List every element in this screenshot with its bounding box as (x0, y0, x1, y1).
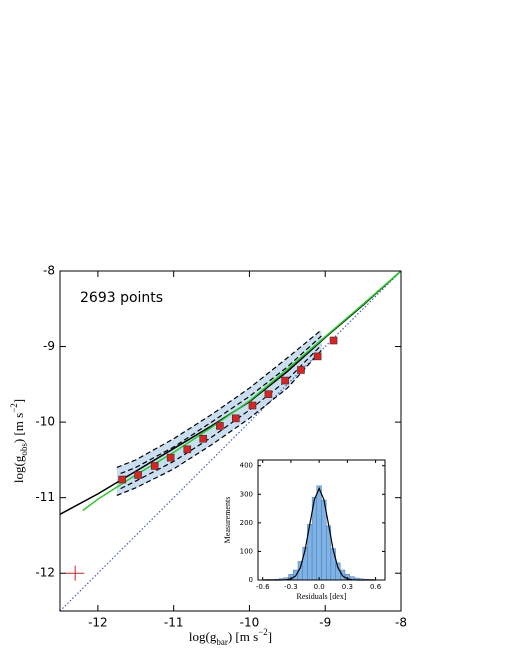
x-tick-label: 0.3 (342, 583, 353, 591)
x-tick-label: -9 (319, 616, 331, 630)
axis-label-part: log(g (11, 455, 26, 483)
annotation: 2693 points (80, 290, 163, 306)
x-tick-label: -10 (240, 616, 260, 630)
axis-label-part: ) [m s (11, 413, 26, 443)
x-tick-label: -12 (88, 616, 108, 630)
binned-point (248, 401, 257, 410)
y-tick-label: 400 (240, 462, 253, 470)
relation-line (120, 344, 322, 490)
axis-label: log(gobs) [m s−2] (9, 399, 29, 483)
histogram-bar (316, 485, 322, 581)
y-tick-label: 0 (249, 576, 253, 584)
plot-frame (59, 270, 402, 612)
axis-label-part: bar (216, 637, 228, 647)
binned-point (264, 390, 273, 398)
axis-label: log(gbar) [m s−2] (189, 627, 272, 647)
relation-line (116, 349, 322, 496)
axis-label: Residuals [dex] (297, 592, 347, 601)
relation-line (116, 329, 322, 468)
y-tick-label: -8 (43, 264, 55, 278)
axis-label-part: ] (268, 629, 272, 644)
axis-label-part: ) [m s (228, 629, 258, 644)
binned-point (297, 366, 305, 374)
relation-line (120, 335, 322, 475)
x-tick-label: -11 (164, 616, 184, 630)
x-tick-label: -0.3 (284, 583, 298, 591)
y-tick-label: -11 (35, 490, 55, 504)
binned-point (150, 462, 159, 470)
axis-label-part: log(g (189, 629, 217, 644)
y-tick-label: -12 (35, 566, 55, 580)
axis-label-part: −2 (258, 627, 268, 637)
y-tick-label: 200 (240, 519, 253, 527)
plot-frame (257, 459, 386, 581)
axis-label-part: ] (11, 399, 26, 403)
y-tick-label: -9 (43, 339, 55, 353)
binned-point (216, 422, 224, 430)
relation-line (82, 270, 402, 512)
binned-point (313, 352, 322, 361)
axis-label: Measurements (223, 497, 232, 544)
binned-point (199, 434, 208, 443)
x-tick-label: -8 (395, 616, 407, 630)
binned-point (183, 445, 192, 454)
x-tick-label: 0.6 (370, 583, 382, 591)
y-tick-label: -10 (35, 415, 55, 429)
binned-point (118, 475, 126, 484)
x-tick-label: 0.0 (314, 583, 325, 591)
binned-point (166, 453, 175, 462)
binned-point (232, 414, 240, 423)
binned-point (329, 336, 338, 345)
x-tick-label: -0.6 (256, 583, 270, 591)
histogram-bar (321, 499, 327, 581)
binned-point (281, 376, 289, 385)
axis-label-part: obs (19, 443, 29, 456)
binned-point (134, 471, 142, 479)
histogram-bar (330, 548, 336, 581)
y-tick-label: 300 (240, 490, 253, 498)
axis-label-part: −2 (9, 403, 19, 413)
y-tick-label: 100 (240, 547, 253, 555)
